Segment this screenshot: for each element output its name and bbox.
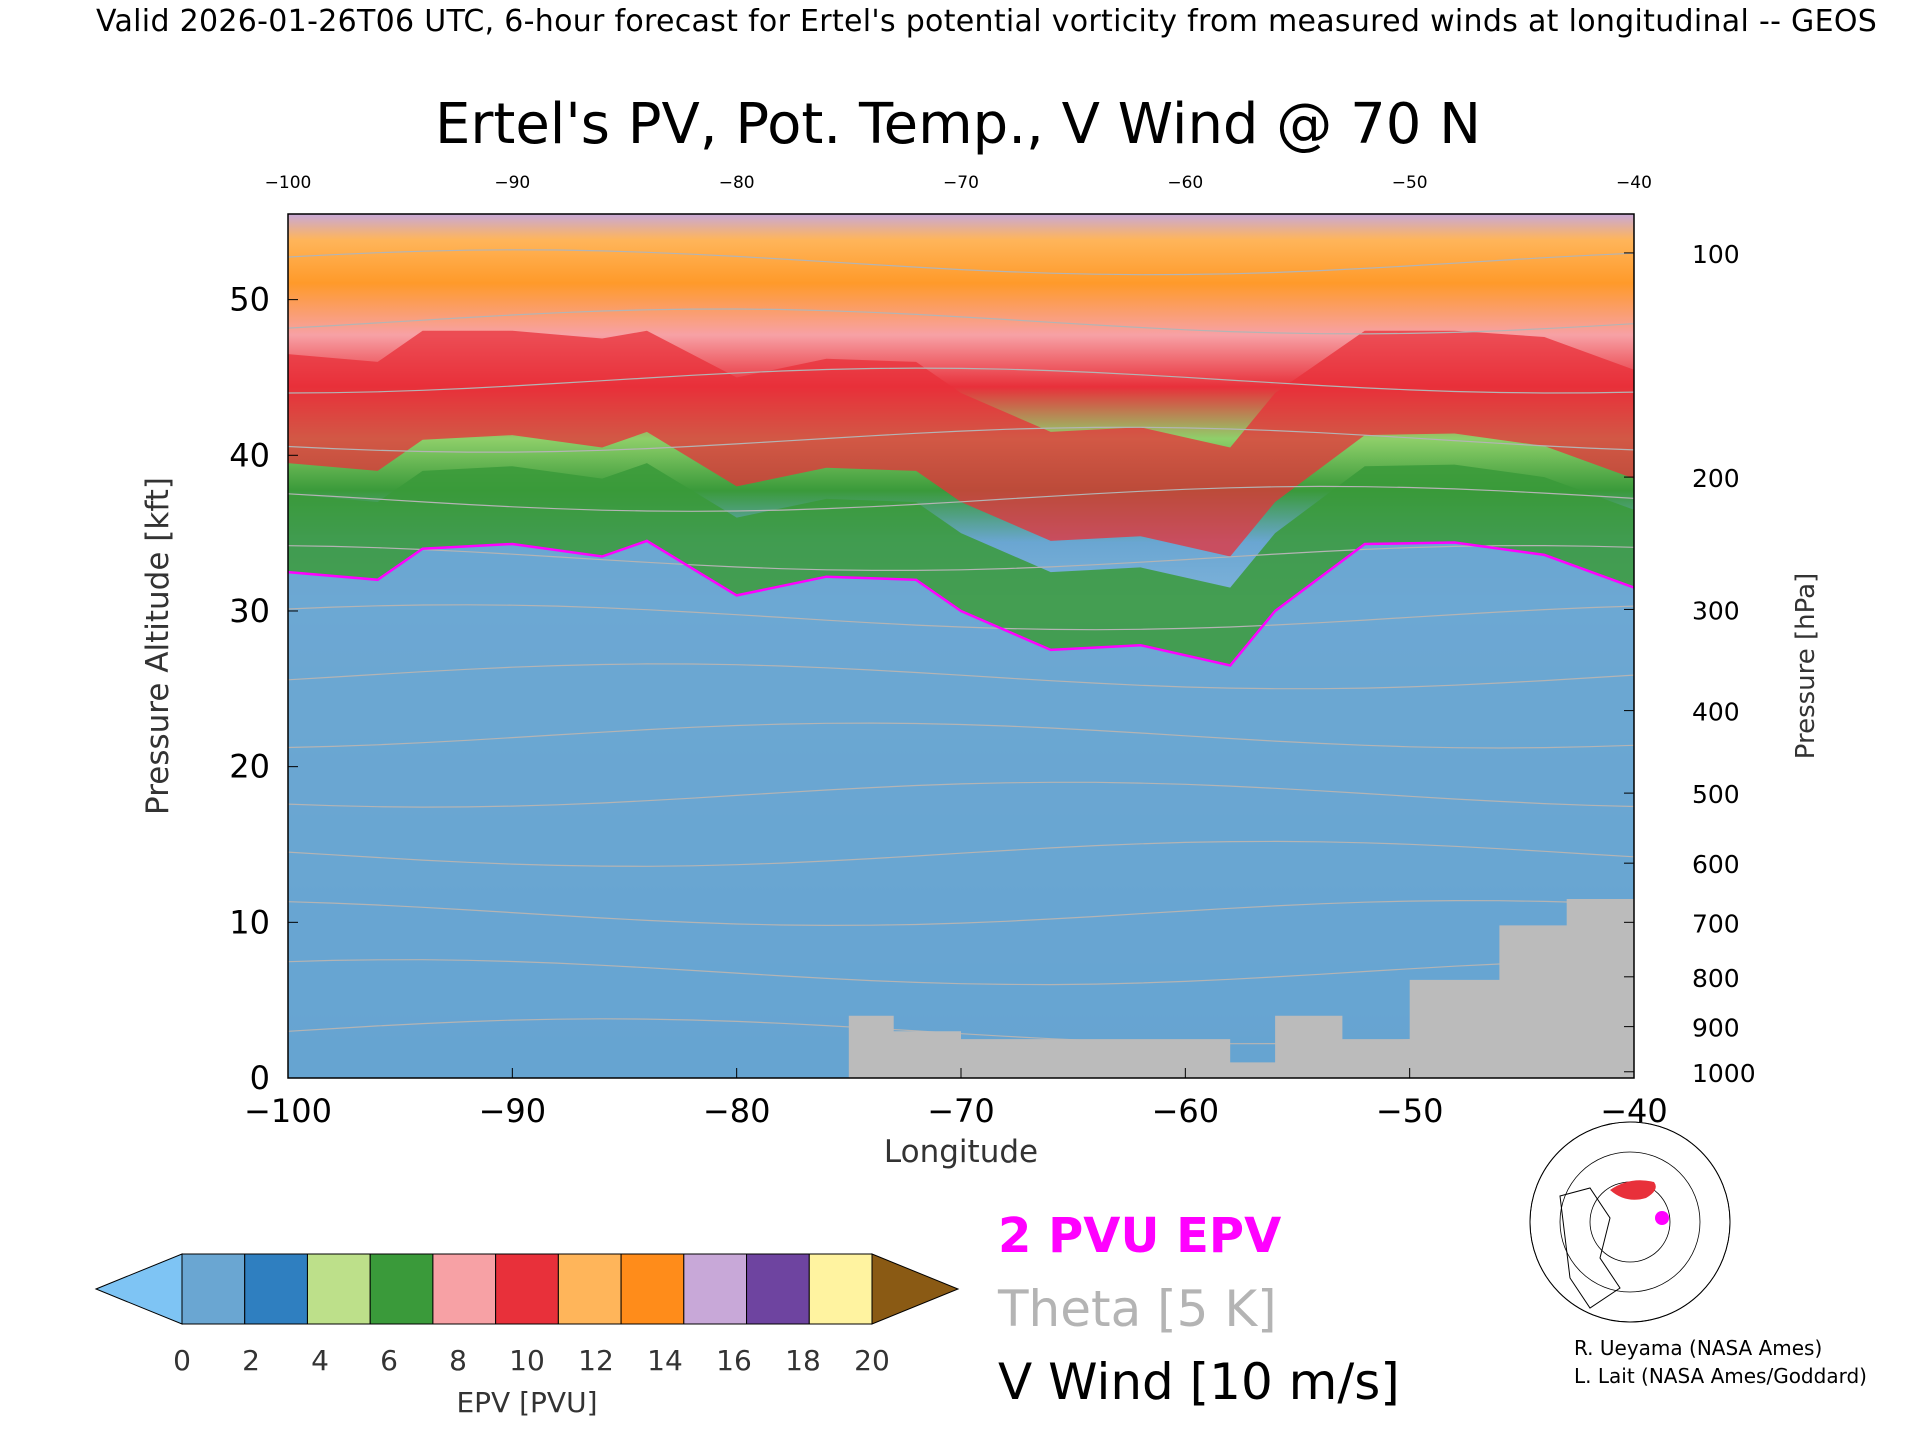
colorbar-over-arrow	[871, 1253, 960, 1325]
top-tick-label: −50	[1392, 173, 1428, 193]
colorbar-tick-label: 10	[509, 1344, 545, 1377]
colorbar-band	[683, 1253, 748, 1325]
x-tick-label: −60	[1152, 1092, 1220, 1130]
colorbar-band	[369, 1253, 434, 1325]
y-tick-label: 10	[229, 903, 270, 941]
y-tick-label: 0	[250, 1059, 270, 1097]
chart-title: Ertel's PV, Pot. Temp., V Wind @ 70 N	[0, 92, 1920, 157]
x-tick-label: −100	[244, 1092, 332, 1130]
pressure-tick-label: 300	[1692, 596, 1740, 625]
y-axis-label-left: Pressure Altitude [kft]	[140, 477, 176, 815]
top-tick-label: −90	[494, 173, 530, 193]
theta-isentrope	[288, 781, 1634, 808]
top-tick-label: −40	[1616, 173, 1652, 193]
colorbar-tick-label: 8	[449, 1344, 467, 1377]
pressure-tick-label: 800	[1692, 964, 1740, 993]
colorbar-tick-label: 2	[242, 1344, 260, 1377]
pressure-tick-label: 200	[1692, 464, 1740, 493]
theta-isentrope	[288, 426, 1634, 453]
colorbar-band	[620, 1253, 685, 1325]
x-tick-label: −80	[703, 1092, 771, 1130]
legend-2pvu: 2 PVU EPV	[998, 1208, 1282, 1264]
pv-green-band	[288, 463, 1634, 666]
x-tick-label: −50	[1376, 1092, 1444, 1130]
legend-vwind: V Wind [10 m/s]	[998, 1353, 1400, 1411]
pressure-tick-label: 1000	[1692, 1059, 1756, 1088]
pressure-tick-label: 100	[1692, 240, 1740, 269]
colorbar-tick-label: 20	[854, 1344, 890, 1377]
locator-point-marker	[1655, 1211, 1669, 1225]
colorbar-band	[746, 1253, 810, 1325]
theta-isentrope	[288, 249, 1634, 276]
locator-latitude-circle	[1559, 1151, 1701, 1293]
colorbar-band	[557, 1253, 622, 1325]
chart-title-text: Ertel's PV, Pot. Temp., V Wind @ 70 N	[434, 92, 1482, 157]
theta-isentrope	[288, 840, 1634, 867]
locator-map	[1529, 1121, 1731, 1323]
pressure-tick-label: 600	[1692, 850, 1740, 879]
colorbar-band	[244, 1253, 308, 1325]
plot-area	[288, 214, 1634, 1078]
pressure-tick-label: 500	[1692, 780, 1740, 809]
theta-isentrope	[288, 722, 1634, 749]
x-tick-label: −90	[479, 1092, 547, 1130]
x-tick-label: −70	[927, 1092, 995, 1130]
locator-coastline	[1559, 1187, 1621, 1309]
colorbar-tick-label: 12	[578, 1344, 614, 1377]
colorbar-tick-label: 14	[647, 1344, 683, 1377]
pv-red-band	[288, 330, 1634, 557]
ground-topography	[288, 899, 1634, 1078]
theta-isentrope	[288, 367, 1634, 394]
pressure-tick-label: 400	[1692, 698, 1740, 727]
y-tick-label: 30	[229, 592, 270, 630]
colorbar: 0 2 4 6 8 10 12 14 16 18 20 EPV [PVU]	[94, 1253, 960, 1419]
legend-theta: Theta [5 K]	[998, 1280, 1277, 1338]
colorbar-tick-label: 6	[380, 1344, 398, 1377]
theta-isentrope	[288, 485, 1634, 512]
colorbar-under-arrow	[94, 1253, 183, 1325]
top-tick-label: −100	[265, 173, 312, 193]
colorbar-tick-label: 18	[785, 1344, 821, 1377]
colorbar-band	[808, 1253, 873, 1325]
y-tick-label: 50	[229, 281, 270, 319]
locator-section-marker	[1610, 1180, 1656, 1200]
axes: −100 −100 −90 −90 −80 −80 −70 −70 −60 −60 −50 −50 −4…	[140, 173, 1821, 1170]
colorbar-band	[495, 1253, 559, 1325]
x-axis-label: Longitude	[884, 1134, 1038, 1170]
y-tick-label: 20	[229, 748, 270, 786]
plot-clip-group	[288, 214, 1634, 1078]
theta-isentrope	[288, 959, 1634, 986]
credit-line-2: L. Lait (NASA Ames/Goddard)	[1574, 1364, 1867, 1388]
colorbar-band	[306, 1253, 371, 1325]
pv-low-region	[288, 540, 1634, 1078]
credit-line-1: R. Ueyama (NASA Ames)	[1574, 1336, 1823, 1360]
tropopause-2pvu-line	[288, 539, 1634, 667]
colorbar-label: EPV [PVU]	[456, 1386, 597, 1419]
y-axis-label-right: Pressure [hPa]	[1791, 573, 1821, 760]
top-tick-label: −70	[943, 173, 979, 193]
pressure-tick-label: 700	[1692, 909, 1740, 938]
theta-isentrope	[288, 308, 1634, 335]
colorbar-band	[432, 1253, 497, 1325]
theta-isentrope	[288, 544, 1634, 571]
theta-isentrope	[288, 663, 1634, 690]
y-tick-label: 40	[229, 436, 270, 474]
colorbar-tick-label: 16	[716, 1344, 752, 1377]
top-tick-label: −60	[1167, 173, 1203, 193]
colorbar-band	[181, 1253, 246, 1325]
pressure-tick-label: 900	[1692, 1014, 1740, 1043]
colorbar-tick-label: 4	[311, 1344, 329, 1377]
page-header: Valid 2026-01-26T06 UTC, 6-hour forecast…	[96, 4, 1878, 39]
top-tick-label: −80	[719, 173, 755, 193]
theta-isentrope	[288, 899, 1634, 927]
locator-latitude-circle	[1529, 1121, 1731, 1323]
colorbar-tick-label: 0	[173, 1344, 191, 1377]
theta-isentrope	[288, 604, 1634, 631]
